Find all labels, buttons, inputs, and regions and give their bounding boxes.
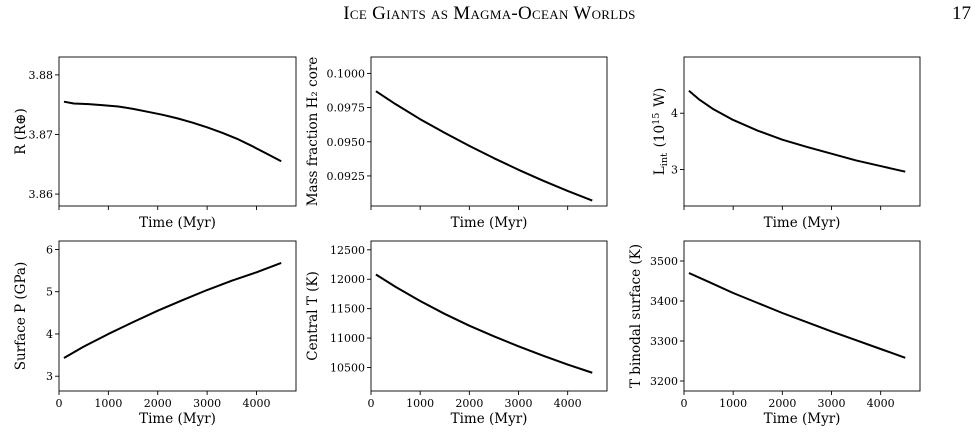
- series-line: [688, 272, 906, 359]
- y-tick-label: 4: [46, 328, 53, 341]
- x-axis-label: Time (Myr): [764, 215, 841, 231]
- x-axis-label: Time (Myr): [139, 411, 216, 427]
- page-number: 17: [952, 3, 971, 24]
- y-tick-label: 3400: [650, 295, 678, 308]
- series-line: [688, 89, 906, 173]
- y-axis-label: Mass fraction H₂ core: [305, 57, 321, 207]
- x-tick-label: 1000: [719, 397, 747, 410]
- y-tick-label: 3: [46, 370, 53, 383]
- x-tick-label: 3000: [818, 397, 846, 410]
- x-tick-label: 3000: [505, 397, 533, 410]
- plot-frame: [58, 240, 297, 392]
- x-tick-label: 3000: [193, 397, 221, 410]
- y-tick-label: 12000: [330, 273, 365, 286]
- y-tick-label: 0.0975: [327, 102, 366, 115]
- x-tick-label: 0: [56, 397, 63, 410]
- y-tick-label: 0.0950: [327, 136, 366, 149]
- x-axis-label: Time (Myr): [764, 411, 841, 427]
- y-axis-label: Lint (1015 W): [651, 88, 670, 175]
- x-tick-label: 4000: [243, 397, 271, 410]
- x-tick-label: 2000: [144, 397, 172, 410]
- y-tick-label: 12500: [330, 244, 365, 257]
- chart-panel-6: 0 1000 2000 3000 4000 3200 3300 3400 3500 Time (M…: [628, 240, 921, 427]
- y-tick-label: 3.86: [29, 188, 54, 201]
- y-tick-label: 3.88: [29, 69, 54, 82]
- y-tick-label: 3: [671, 163, 678, 176]
- y-axis-label: Surface P (GPa): [13, 262, 29, 371]
- y-tick-label: 0.1000: [327, 67, 366, 80]
- running-title: Ice Giants as Magma-Ocean Worlds: [343, 3, 636, 24]
- plot-frame: [370, 56, 608, 207]
- y-tick-label: 10500: [330, 361, 365, 374]
- x-tick-label: 2000: [455, 397, 483, 410]
- chart-panel-4: 0 1000 2000 3000 4000 3 4 5 6 Time (Myr) Surface P…: [13, 240, 297, 427]
- y-tick-label: 0.0925: [327, 170, 366, 183]
- x-axis-label: Time (Myr): [451, 215, 528, 231]
- y-tick-label: 3.87: [29, 128, 54, 141]
- plot-frame: [370, 240, 608, 392]
- y-tick-label: 3500: [650, 255, 678, 268]
- chart-panel-3: 3 4 Time (Myr) Lint (1015 W): [651, 56, 921, 231]
- plot-frame: [58, 56, 297, 207]
- plot-frame: [683, 56, 921, 207]
- x-tick-label: 0: [368, 397, 375, 410]
- y-tick-label: 3200: [650, 375, 678, 388]
- plot-frame: [683, 240, 921, 392]
- x-tick-label: 2000: [768, 397, 796, 410]
- x-tick-label: 0: [681, 397, 688, 410]
- chart-panel-1: 3.86 3.87 3.88 Time (Myr) R (R⊕): [13, 56, 297, 231]
- y-tick-label: 11500: [330, 303, 365, 316]
- x-tick-label: 1000: [94, 397, 122, 410]
- series-line: [375, 273, 593, 374]
- y-tick-label: 11000: [330, 332, 365, 345]
- x-axis-label: Time (Myr): [451, 411, 528, 427]
- y-tick-label: 5: [46, 286, 53, 299]
- x-tick-label: 1000: [406, 397, 434, 410]
- series-line: [63, 262, 282, 359]
- running-head: Ice Giants as Magma-Ocean Worlds 17: [0, 3, 979, 29]
- y-axis-label: T binodal surface (K): [628, 244, 644, 388]
- series-line: [63, 100, 282, 163]
- y-tick-label: 3300: [650, 335, 678, 348]
- series-line: [375, 90, 593, 202]
- x-axis-label: Time (Myr): [139, 215, 216, 231]
- y-tick-label: 6: [46, 243, 53, 256]
- y-axis-label: R (R⊕): [13, 108, 29, 154]
- x-tick-label: 4000: [867, 397, 895, 410]
- chart-panel-5: 0 1000 2000 3000 4000 10500 11000 11500 12000 125…: [305, 240, 608, 427]
- x-tick-label: 4000: [554, 397, 582, 410]
- chart-panel-2: 0.0925 0.0950 0.0975 0.1000 Time (Myr) Mass f…: [305, 56, 608, 231]
- y-axis-label: Central T (K): [305, 271, 321, 360]
- y-tick-label: 4: [671, 107, 678, 120]
